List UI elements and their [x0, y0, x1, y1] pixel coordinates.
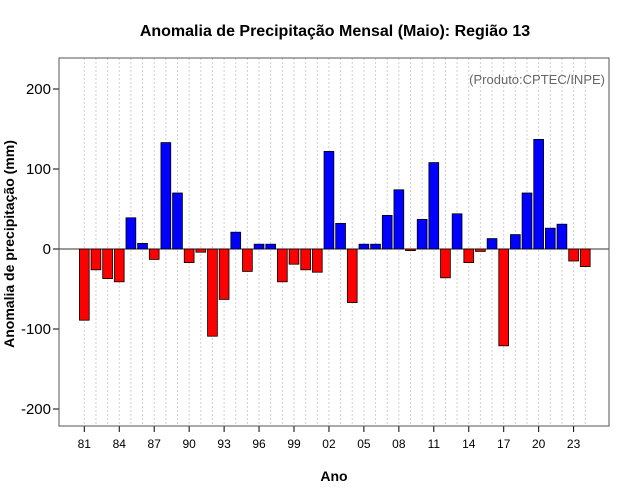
bar-1994 — [230, 231, 242, 250]
x-tick-label-11: 11 — [428, 437, 441, 451]
bar-2012 — [440, 248, 451, 279]
bar-1982 — [90, 248, 102, 271]
bar-2006 — [370, 243, 381, 250]
y-axis-label: Anomalia de precipitação (mm) — [1, 140, 17, 348]
bar-2003 — [335, 222, 346, 250]
bar-2019 — [521, 192, 533, 250]
x-tick-label-08: 08 — [392, 437, 406, 451]
bar-2022 — [556, 223, 568, 250]
y-axis: -200 -100 0 100 200 — [21, 81, 59, 418]
bar-1997 — [265, 243, 276, 250]
y-tick-label-100: 100 — [26, 161, 51, 178]
bar-1992 — [207, 248, 218, 337]
bar-2014 — [463, 248, 475, 264]
x-tick-label-90: 90 — [182, 437, 196, 451]
bar-2013 — [451, 213, 463, 250]
x-tick-label-05: 05 — [357, 437, 371, 451]
bar-2016 — [486, 238, 498, 250]
y-tick-label-0: 0 — [43, 241, 51, 258]
bar-1989 — [172, 192, 183, 250]
x-tick-label-17: 17 — [497, 437, 511, 451]
x-tick-label-87: 87 — [148, 437, 162, 451]
bar-1984 — [113, 248, 125, 283]
bar-1986 — [137, 242, 148, 250]
bars — [79, 138, 591, 347]
bar-1988 — [160, 142, 172, 250]
bar-2021 — [545, 227, 556, 250]
x-tick-label-96: 96 — [252, 437, 266, 451]
x-tick-label-93: 93 — [217, 437, 231, 451]
y-tick-label--200: -200 — [21, 401, 51, 418]
bar-2017 — [498, 248, 509, 347]
bar-1990 — [183, 248, 195, 264]
bar-2009 — [405, 248, 416, 252]
x-tick-label-81: 81 — [78, 437, 92, 451]
bar-2011 — [428, 162, 440, 250]
x-tick-label-84: 84 — [113, 437, 127, 451]
bar-2018 — [510, 234, 521, 250]
x-tick-label-14: 14 — [462, 437, 476, 451]
bar-2004 — [346, 248, 358, 303]
bar-2000 — [300, 248, 311, 271]
bar-2007 — [381, 214, 393, 250]
x-tick-label-23: 23 — [567, 437, 581, 451]
bar-1995 — [242, 248, 253, 272]
x-tick-label-20: 20 — [532, 437, 546, 451]
x-axis-label: Ano — [320, 468, 347, 484]
bar-2024 — [579, 248, 591, 268]
plot-border — [58, 57, 610, 427]
bar-1998 — [277, 248, 288, 283]
x-axis: 81 84 87 90 93 96 99 02 05 08 11 14 17 20 23 — [78, 426, 581, 451]
bar-2020 — [533, 138, 544, 250]
bar-2023 — [568, 248, 579, 262]
bar-2010 — [416, 218, 428, 250]
x-tick-label-99: 99 — [287, 437, 301, 451]
bar-2008 — [393, 189, 405, 250]
bar-1993 — [218, 248, 230, 300]
bar-2002 — [323, 150, 335, 250]
bar-2015 — [475, 248, 486, 252]
bar-1996 — [253, 243, 265, 250]
bar-1981 — [79, 248, 90, 321]
bar-2005 — [358, 243, 370, 250]
source-note: (Produto:CPTEC/INPE) — [469, 72, 605, 87]
x-tick-label-02: 02 — [322, 437, 336, 451]
bar-1991 — [195, 248, 207, 253]
y-tick-label--100: -100 — [21, 321, 51, 338]
bar-1985 — [125, 217, 137, 250]
bar-1987 — [148, 248, 160, 260]
chart-title: Anomalia de Precipitação Mensal (Maio): … — [140, 23, 530, 40]
bar-1999 — [288, 248, 300, 265]
bar-2001 — [311, 248, 323, 273]
bar-1983 — [102, 248, 113, 280]
y-tick-label-200: 200 — [26, 81, 51, 98]
